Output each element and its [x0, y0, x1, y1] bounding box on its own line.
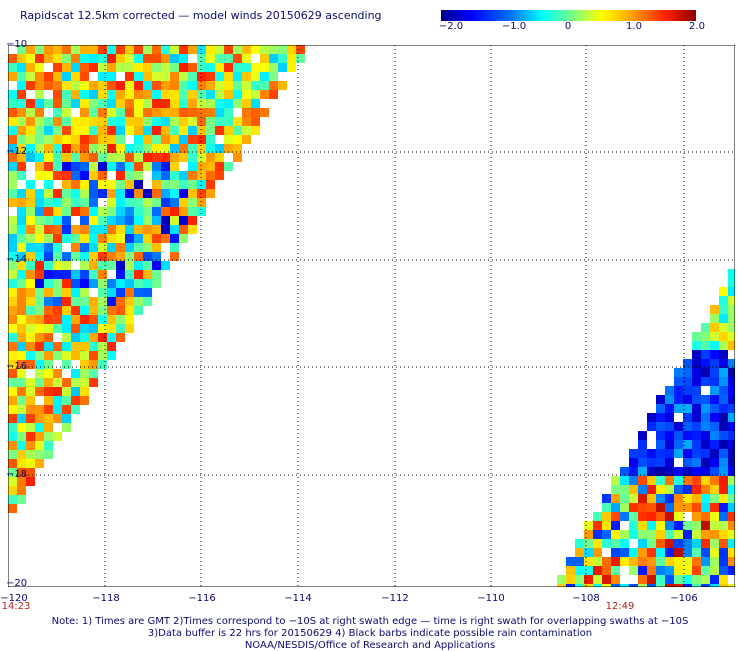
lat-label: −18: [6, 469, 28, 480]
note-line-3: NOAA/NESDIS/Office of Research and Appli…: [244, 640, 496, 651]
colorbar-tick: −1.0: [501, 21, 527, 32]
lat-label: −14: [6, 254, 28, 265]
lon-label: −120: [0, 593, 28, 604]
colorbar-tick: 2.0: [689, 21, 705, 32]
lat-label: −20: [6, 578, 28, 589]
lon-label: −110: [477, 593, 505, 604]
map-plot: [8, 45, 735, 587]
wind-difference-map: [8, 45, 735, 587]
colorbar-tick: 1.0: [626, 21, 642, 32]
lon-label: −116: [188, 593, 216, 604]
colorbar: [441, 10, 696, 21]
pass-time-label: 14:23: [1, 601, 31, 612]
lon-label: −108: [572, 593, 600, 604]
chart-title: Rapidscat 12.5km corrected — model winds…: [20, 9, 382, 22]
lat-label: −16: [6, 361, 28, 372]
lon-label: −106: [670, 593, 698, 604]
note-line-1: Note: 1) Times are GMT 2)Times correspon…: [51, 616, 689, 627]
colorbar-tick: −2.0: [438, 21, 464, 32]
lon-label: −118: [92, 593, 120, 604]
lon-label: −112: [381, 593, 409, 604]
note-line-2: 3)Data buffer is 22 hrs for 20150629 4) …: [147, 628, 593, 639]
lon-label: −114: [284, 593, 312, 604]
colorbar-tick: 0: [564, 21, 572, 32]
pass-time-label: 12:49: [605, 601, 635, 612]
lat-label: −12: [6, 146, 28, 157]
lat-label: −10: [6, 39, 28, 50]
